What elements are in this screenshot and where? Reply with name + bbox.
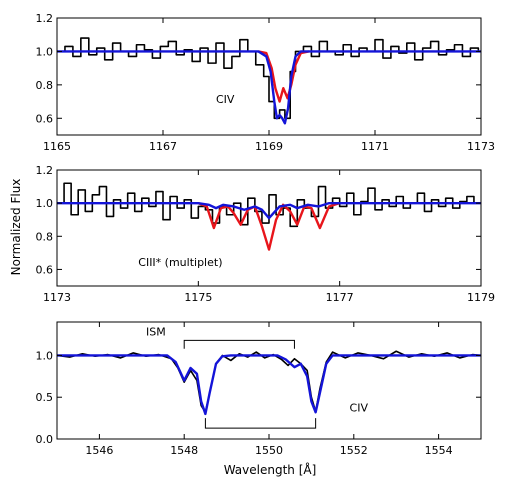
plot-frame xyxy=(56,321,482,440)
y-tick-label: 1.0 xyxy=(36,197,54,210)
x-tick-label: 1175 xyxy=(184,291,212,304)
x-tick-label: 1173 xyxy=(43,291,71,304)
x-tick-label: 1167 xyxy=(149,140,177,153)
x-tick-label: 1177 xyxy=(326,291,354,304)
x-axis-label: Wavelength [Å] xyxy=(224,462,317,477)
x-tick-label: 1179 xyxy=(467,291,495,304)
x-tick-label: 1169 xyxy=(255,140,283,153)
y-tick-label: 0.6 xyxy=(36,112,54,125)
y-tick-label: 0.6 xyxy=(36,263,54,276)
y-tick-label: 0.8 xyxy=(36,230,54,243)
series-line-1 xyxy=(57,182,481,228)
x-tick-label: 1171 xyxy=(361,140,389,153)
series-line-2 xyxy=(197,201,341,251)
x-tick-label: 1165 xyxy=(43,140,71,153)
series-line-3 xyxy=(57,201,481,220)
annotation-label: ISM xyxy=(146,325,166,338)
x-tick-label: 1548 xyxy=(170,444,198,457)
y-tick-label: 0.0 xyxy=(36,433,54,446)
panel-2: 1173 1175 1177 1179 0.6 0.8 1.0 1.2 CIII* (multi… xyxy=(36,164,496,304)
x-tick-label: 1546 xyxy=(85,444,113,457)
plot-frame xyxy=(56,169,482,287)
x-tick-label: 1550 xyxy=(255,444,283,457)
series-line-1 xyxy=(57,37,481,120)
annotation-label: CIII* (multiplet) xyxy=(138,256,222,269)
x-tick-label: 1554 xyxy=(425,444,453,457)
y-axis-label: Normalized Flux xyxy=(9,179,23,276)
y-tick-label: 1.2 xyxy=(36,164,54,177)
y-tick-label: 1.0 xyxy=(36,45,54,58)
panel-1: 1165 1167 1169 1171 1173 0.6 0.8 1.0 1.2 CIV xyxy=(36,12,496,153)
annotation-label: CIV xyxy=(216,93,235,106)
annotation-label: CIV xyxy=(350,401,369,414)
y-tick-label: 0.5 xyxy=(36,391,54,404)
y-tick-label: 1.2 xyxy=(36,12,54,25)
line-bracket xyxy=(183,339,295,349)
x-tick-label: 1173 xyxy=(467,140,495,153)
y-tick-label: 1.0 xyxy=(36,349,54,362)
x-tick-label: 1552 xyxy=(340,444,368,457)
series-line-3 xyxy=(57,50,481,125)
series-line-1 xyxy=(57,350,481,414)
y-tick-label: 0.8 xyxy=(36,79,54,92)
line-bracket xyxy=(204,418,317,429)
panel-3: 1546 1548 1550 1552 1554 0.0 0.5 1.0 ISM CIV xyxy=(36,321,482,457)
series-line-2 xyxy=(57,354,481,416)
series-line-2 xyxy=(258,50,309,103)
